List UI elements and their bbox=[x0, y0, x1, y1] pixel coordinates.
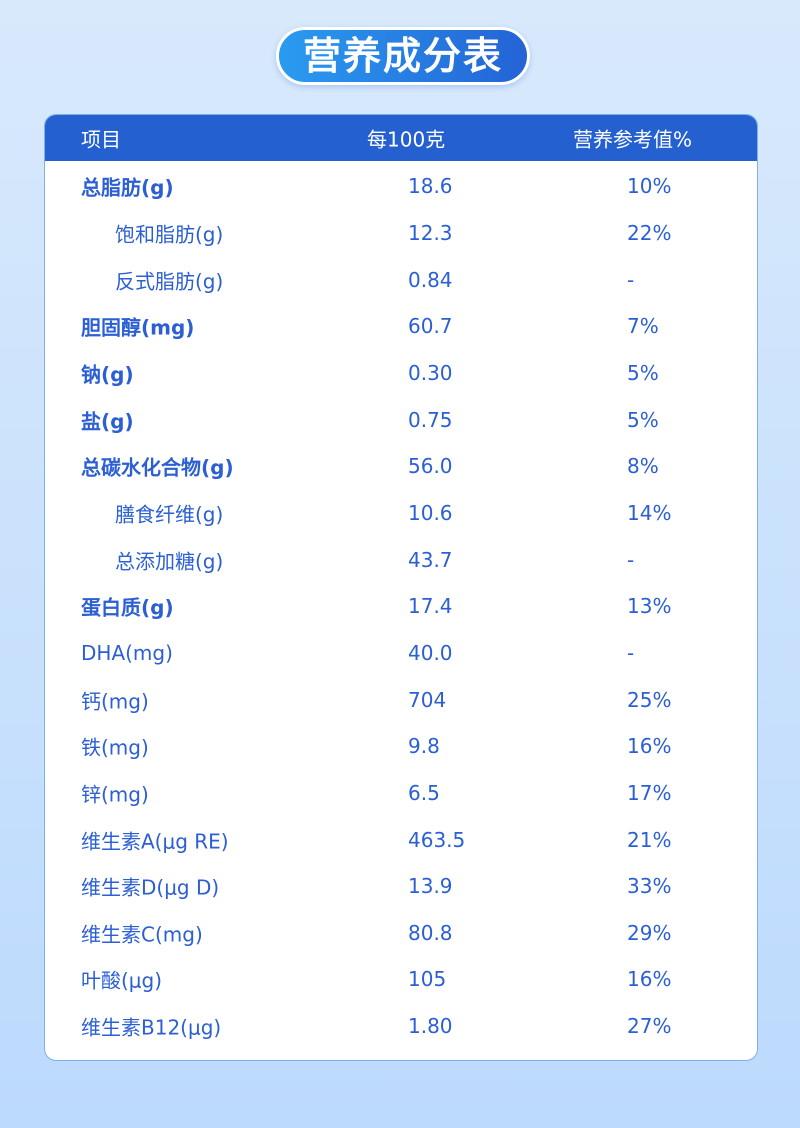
nrv-value: 21% bbox=[627, 827, 672, 852]
per100g-value: 18.6 bbox=[408, 174, 453, 199]
table-row: 锌(mg) 6.5 17% bbox=[45, 770, 757, 817]
header-per100g: 每100克 bbox=[367, 127, 446, 152]
nrv-value: 14% bbox=[627, 500, 672, 525]
nutrient-name: 胆固醇(mg) bbox=[81, 315, 195, 340]
table-row: 蛋白质(g) 17.4 13% bbox=[45, 583, 757, 630]
table-row: 盐(g) 0.75 5% bbox=[45, 396, 757, 443]
nutrient-name: 蛋白质(g) bbox=[81, 595, 174, 620]
table-row: 反式脂肪(g) 0.84 - bbox=[45, 256, 757, 303]
nrv-value: 25% bbox=[627, 687, 672, 712]
table-row: 维生素D(μg D) 13.9 33% bbox=[45, 863, 757, 910]
nrv-value: 33% bbox=[627, 874, 672, 899]
nutrient-name: 维生素A(μg RE) bbox=[81, 829, 229, 854]
nutrient-name: 总添加糖(g) bbox=[115, 549, 224, 574]
nrv-value: 16% bbox=[627, 734, 672, 759]
per100g-value: 6.5 bbox=[408, 780, 440, 805]
table-row: DHA(mg) 40.0 - bbox=[45, 630, 757, 677]
per100g-value: 40.0 bbox=[408, 640, 453, 665]
per100g-value: 60.7 bbox=[408, 314, 453, 339]
table-row: 膳食纤维(g) 10.6 14% bbox=[45, 490, 757, 537]
table-body: 总脂肪(g) 18.6 10% 饱和脂肪(g) 12.3 22% 反式脂肪(g) 0… bbox=[45, 161, 757, 1049]
nrv-value: 16% bbox=[627, 967, 672, 992]
per100g-value: 56.0 bbox=[408, 454, 453, 479]
nrv-value: 17% bbox=[627, 780, 672, 805]
page-title: 营养成分表 bbox=[276, 27, 530, 85]
table-header: 项目 每100克 营养参考值% bbox=[45, 115, 757, 161]
per100g-value: 80.8 bbox=[408, 920, 453, 945]
nrv-value: 13% bbox=[627, 594, 672, 619]
nrv-value: 5% bbox=[627, 407, 659, 432]
nutrient-name: 盐(g) bbox=[81, 409, 134, 434]
per100g-value: 17.4 bbox=[408, 594, 453, 619]
table-row: 维生素B12(μg) 1.80 27% bbox=[45, 1003, 757, 1050]
header-item: 项目 bbox=[81, 127, 121, 152]
nrv-value: 29% bbox=[627, 920, 672, 945]
table-row: 总添加糖(g) 43.7 - bbox=[45, 536, 757, 583]
nutrient-name: 钠(g) bbox=[81, 362, 134, 387]
nutrient-name: 饱和脂肪(g) bbox=[115, 222, 224, 247]
per100g-value: 9.8 bbox=[408, 734, 440, 759]
nutrient-name: 维生素D(μg D) bbox=[81, 875, 220, 900]
per100g-value: 43.7 bbox=[408, 547, 453, 572]
nrv-value: 8% bbox=[627, 454, 659, 479]
nutrient-name: 钙(mg) bbox=[81, 689, 149, 714]
nutrient-name: 叶酸(μg) bbox=[81, 968, 163, 993]
nutrient-name: 维生素B12(μg) bbox=[81, 1015, 222, 1040]
per100g-value: 0.84 bbox=[408, 267, 453, 292]
table-row: 总碳水化合物(g) 56.0 8% bbox=[45, 443, 757, 490]
per100g-value: 13.9 bbox=[408, 874, 453, 899]
per100g-value: 0.75 bbox=[408, 407, 453, 432]
nutrition-table: 项目 每100克 营养参考值% 总脂肪(g) 18.6 10% 饱和脂肪(g) 1… bbox=[44, 114, 758, 1061]
table-row: 钠(g) 0.30 5% bbox=[45, 350, 757, 397]
nrv-value: - bbox=[627, 267, 635, 292]
nrv-value: 7% bbox=[627, 314, 659, 339]
table-row: 总脂肪(g) 18.6 10% bbox=[45, 163, 757, 210]
table-row: 维生素A(μg RE) 463.5 21% bbox=[45, 816, 757, 863]
nrv-value: 27% bbox=[627, 1014, 672, 1039]
per100g-value: 10.6 bbox=[408, 500, 453, 525]
per100g-value: 105 bbox=[408, 967, 447, 992]
nutrient-name: 维生素C(mg) bbox=[81, 922, 203, 947]
per100g-value: 463.5 bbox=[408, 827, 466, 852]
nutrient-name: 膳食纤维(g) bbox=[115, 502, 224, 527]
table-row: 维生素C(mg) 80.8 29% bbox=[45, 910, 757, 957]
table-row: 饱和脂肪(g) 12.3 22% bbox=[45, 210, 757, 257]
nrv-value: - bbox=[627, 547, 635, 572]
per100g-value: 1.80 bbox=[408, 1014, 453, 1039]
nutrient-name: 反式脂肪(g) bbox=[115, 269, 224, 294]
table-row: 胆固醇(mg) 60.7 7% bbox=[45, 303, 757, 350]
per100g-value: 704 bbox=[408, 687, 447, 712]
nrv-value: 5% bbox=[627, 360, 659, 385]
table-row: 叶酸(μg) 105 16% bbox=[45, 956, 757, 1003]
nrv-value: 22% bbox=[627, 220, 672, 245]
per100g-value: 12.3 bbox=[408, 220, 453, 245]
table-row: 钙(mg) 704 25% bbox=[45, 676, 757, 723]
table-row: 铁(mg) 9.8 16% bbox=[45, 723, 757, 770]
nutrient-name: 铁(mg) bbox=[81, 735, 149, 760]
per100g-value: 0.30 bbox=[408, 360, 453, 385]
nrv-value: 10% bbox=[627, 174, 672, 199]
nutrient-name: 锌(mg) bbox=[81, 782, 149, 807]
nutrient-name: 总脂肪(g) bbox=[81, 175, 174, 200]
nutrient-name: DHA(mg) bbox=[81, 640, 173, 665]
nrv-value: - bbox=[627, 640, 635, 665]
nutrient-name: 总碳水化合物(g) bbox=[81, 455, 234, 480]
header-nrv: 营养参考值% bbox=[573, 127, 693, 152]
